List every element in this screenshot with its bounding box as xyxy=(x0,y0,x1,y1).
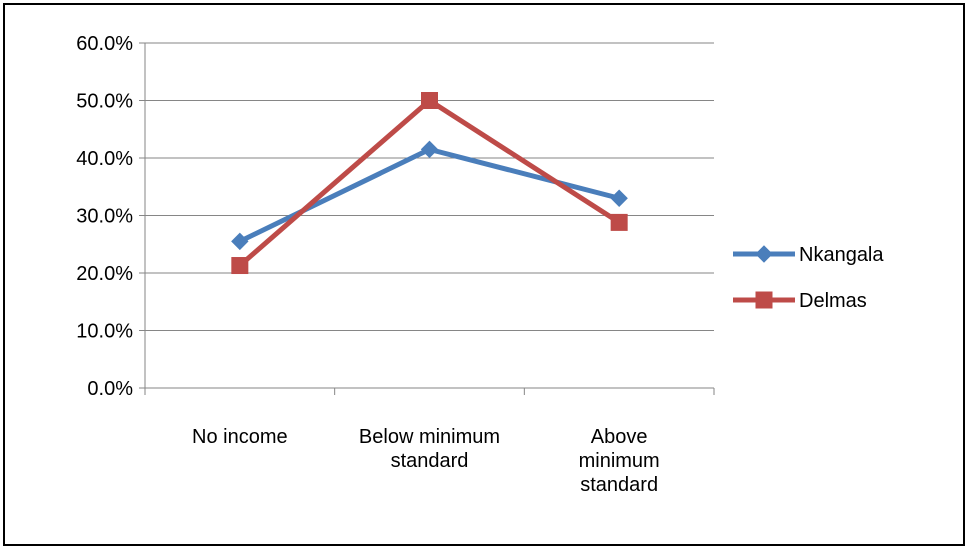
y-tick-label: 20.0% xyxy=(76,263,133,285)
y-tick-label: 60.0% xyxy=(76,33,133,55)
x-tick-label: Above minimum standard xyxy=(579,426,660,496)
data-point xyxy=(231,257,249,275)
legend: Nkangala Delmas xyxy=(733,244,884,312)
chart-frame xyxy=(3,3,965,546)
legend-marker xyxy=(755,245,773,263)
legend-marker xyxy=(755,291,773,309)
axes xyxy=(139,42,715,395)
legend-label: Delmas xyxy=(799,290,867,312)
x-tick-label-line: Below minimum xyxy=(359,426,500,448)
legend-entry: Nkangala xyxy=(733,244,884,266)
x-tick-label-line: standard xyxy=(391,450,469,472)
y-tick-label: 10.0% xyxy=(76,321,133,343)
y-tick-label: 50.0% xyxy=(76,91,133,113)
x-tick-label: No income xyxy=(192,426,288,448)
x-tick-label-line: minimum xyxy=(579,450,660,472)
y-tick-label: 40.0% xyxy=(76,148,133,170)
data-point xyxy=(421,92,438,109)
data-series xyxy=(231,92,628,275)
series-line xyxy=(237,146,622,244)
data-point xyxy=(420,140,439,159)
y-axis-tick-labels: 0.0% 10.0% 20.0% 30.0% 40.0% 50.0% 60.0% xyxy=(76,33,133,400)
x-tick-label-line: standard xyxy=(580,474,658,496)
legend-entry: Delmas xyxy=(733,290,867,312)
x-tick-label: Below minimum standard xyxy=(359,426,500,472)
y-tick-label: 0.0% xyxy=(87,378,133,400)
series-delmas xyxy=(231,92,628,275)
gridlines xyxy=(145,42,714,331)
series-line xyxy=(237,98,622,269)
data-point xyxy=(610,213,628,231)
data-point xyxy=(610,189,628,207)
data-point xyxy=(231,232,249,251)
x-tick-label-line: No income xyxy=(192,426,288,448)
x-tick-label-line: Above xyxy=(591,426,648,448)
legend-label: Nkangala xyxy=(799,244,884,266)
y-tick-label: 30.0% xyxy=(76,206,133,228)
